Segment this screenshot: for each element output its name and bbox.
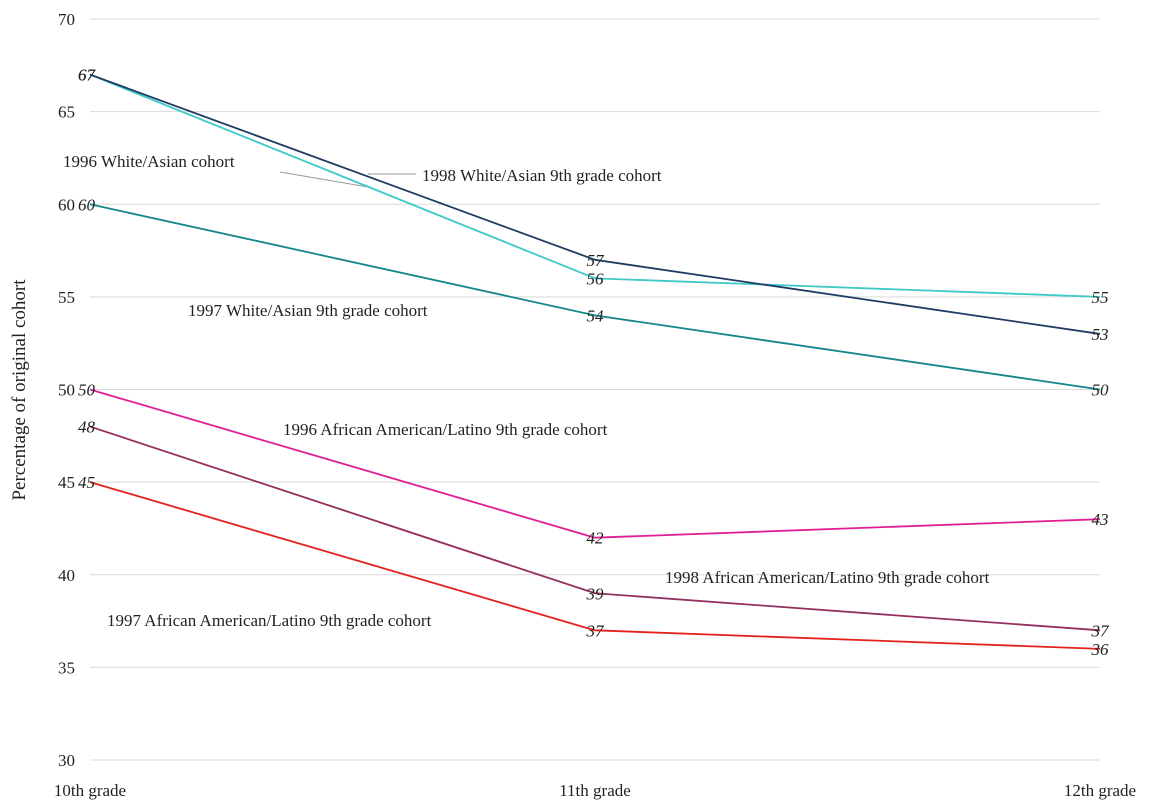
data-label: 57 bbox=[587, 251, 606, 270]
series-line bbox=[89, 203, 1101, 391]
x-axis-ticks: 10th grade 11th grade 12th grade bbox=[54, 781, 1136, 800]
data-label: 45 bbox=[78, 473, 95, 492]
data-label: 39 bbox=[586, 584, 605, 603]
data-label: 67 bbox=[78, 66, 97, 85]
series-annotation: 1997 White/Asian 9th grade cohort bbox=[188, 301, 428, 320]
data-label: 42 bbox=[587, 529, 605, 548]
data-label: 50 bbox=[1092, 381, 1110, 400]
series-annotation: 1998 White/Asian 9th grade cohort bbox=[422, 166, 662, 185]
data-label: 48 bbox=[78, 418, 96, 437]
x-tick-label: 11th grade bbox=[559, 781, 631, 800]
y-tick-label: 65 bbox=[58, 103, 75, 122]
data-label: 54 bbox=[587, 306, 605, 325]
series-lines bbox=[89, 73, 1101, 650]
y-tick-label: 30 bbox=[58, 751, 75, 770]
series-line bbox=[89, 73, 1101, 335]
data-label: 67 bbox=[78, 66, 97, 85]
annotation-leader-line bbox=[279, 171, 369, 188]
data-label: 43 bbox=[1092, 510, 1109, 529]
series-line bbox=[89, 481, 1101, 650]
data-label: 36 bbox=[1091, 640, 1110, 659]
y-tick-label: 60 bbox=[58, 195, 75, 214]
y-tick-label: 70 bbox=[58, 10, 75, 29]
y-tick-label: 40 bbox=[58, 566, 75, 585]
data-label: 56 bbox=[587, 269, 605, 288]
series-line bbox=[89, 73, 1101, 298]
data-label: 50 bbox=[78, 381, 96, 400]
y-axis-ticks: 30 35 40 45 50 55 60 65 70 bbox=[58, 10, 75, 770]
x-tick-label: 10th grade bbox=[54, 781, 126, 800]
y-tick-label: 35 bbox=[58, 658, 75, 677]
series-line bbox=[89, 388, 1101, 539]
data-label: 37 bbox=[1091, 621, 1111, 640]
x-tick-label: 12th grade bbox=[1064, 781, 1136, 800]
y-axis-title: Percentage of original cohort bbox=[9, 279, 30, 501]
series-annotation: 1997 African American/Latino 9th grade c… bbox=[107, 611, 432, 630]
y-tick-label: 55 bbox=[58, 288, 75, 307]
data-label: 60 bbox=[78, 195, 96, 214]
series-line bbox=[89, 425, 1101, 632]
y-tick-label: 50 bbox=[58, 381, 75, 400]
data-label: 55 bbox=[1092, 288, 1109, 307]
data-label: 53 bbox=[1092, 325, 1109, 344]
y-tick-label: 45 bbox=[58, 473, 75, 492]
series-annotations: 1996 White/Asian cohort 1998 White/Asian … bbox=[63, 152, 990, 630]
series-annotation: 1998 African American/Latino 9th grade c… bbox=[665, 568, 990, 587]
series-annotation: 1996 African American/Latino 9th grade c… bbox=[283, 420, 608, 439]
series-annotation: 1996 White/Asian cohort bbox=[63, 152, 235, 171]
data-label: 37 bbox=[586, 621, 606, 640]
